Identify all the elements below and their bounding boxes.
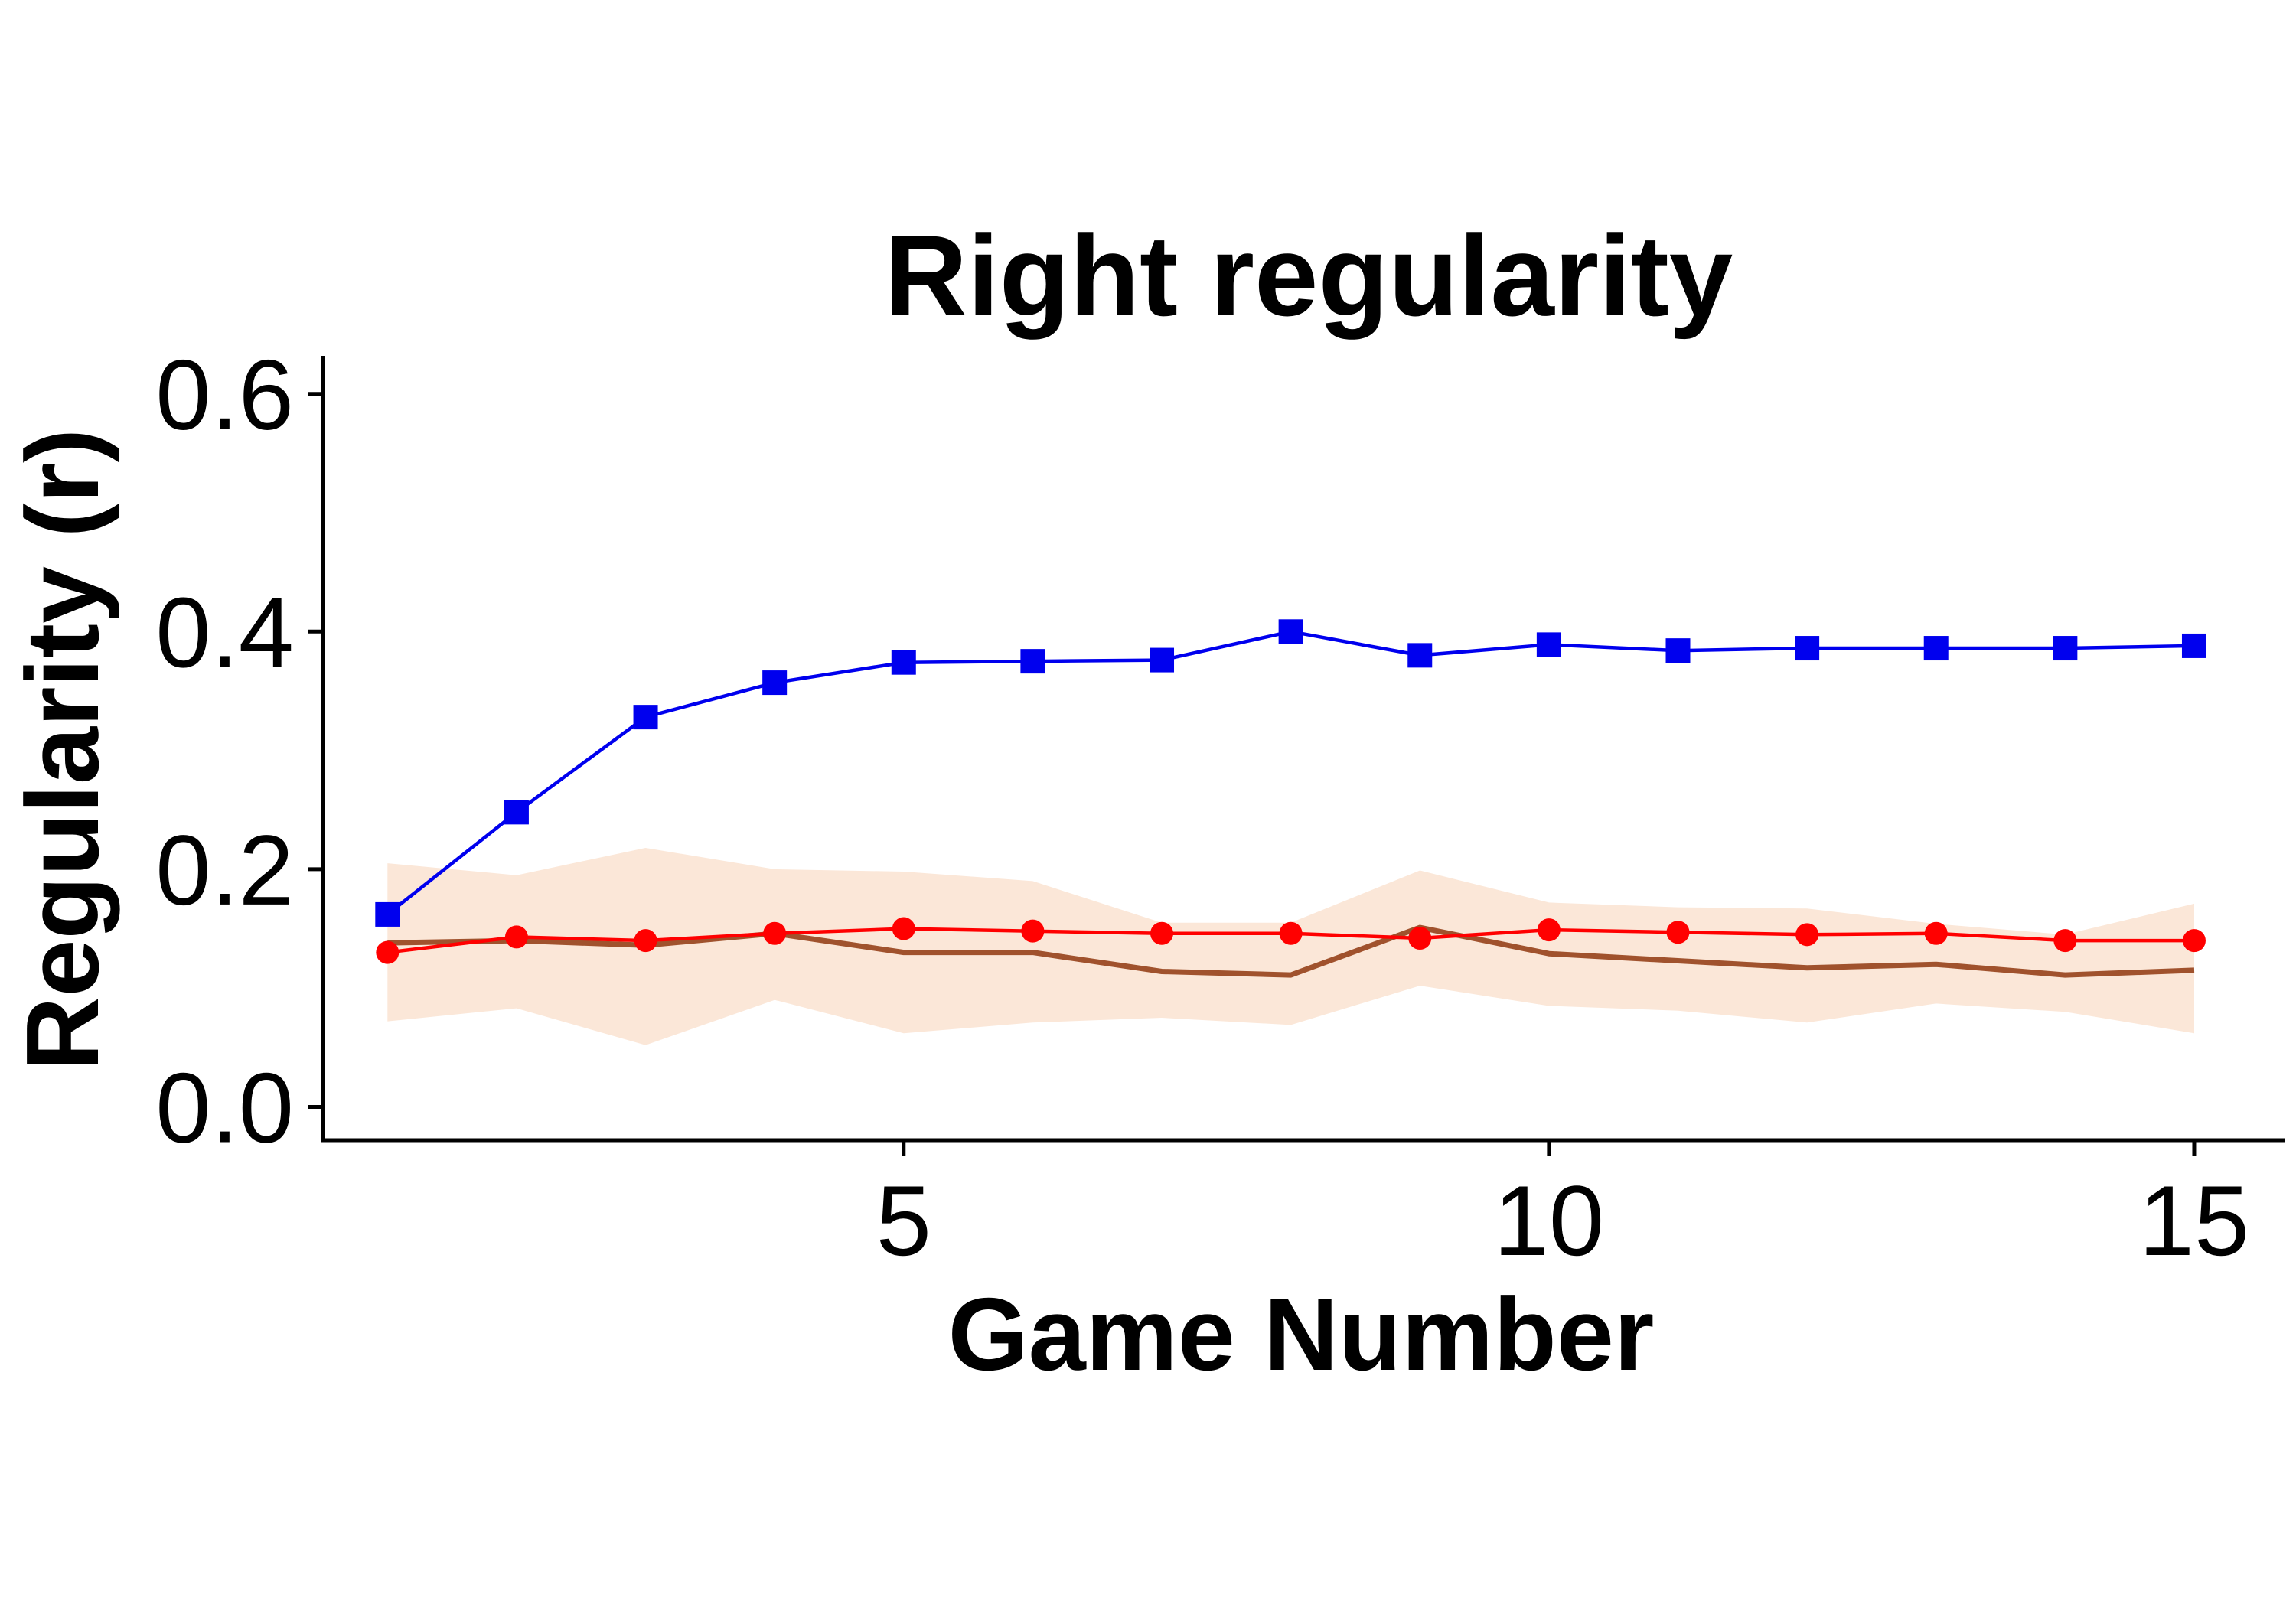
x-tick-label: 5 <box>876 1165 931 1276</box>
y-axis-title: Regularity (r) <box>5 429 120 1071</box>
data-point-series-2 <box>1924 921 1948 945</box>
data-point-series-1 <box>1020 649 1045 674</box>
y-tick-label: 0.4 <box>155 576 294 688</box>
data-point-series-2 <box>504 925 528 949</box>
data-point-series-2 <box>1408 926 1432 950</box>
x-axis-title: Game Number <box>948 1276 1655 1392</box>
data-point-series-2 <box>1795 923 1819 947</box>
data-point-series-1 <box>1278 619 1303 644</box>
plot-area <box>375 619 2206 1045</box>
data-point-series-1 <box>1150 647 1175 673</box>
x-tick-label: 15 <box>2139 1165 2250 1276</box>
confidence-band <box>387 848 2194 1045</box>
data-point-series-1 <box>633 705 658 730</box>
data-point-series-2 <box>376 940 400 964</box>
data-point-series-2 <box>763 921 787 945</box>
y-tick-label: 0.0 <box>155 1052 294 1164</box>
data-point-series-1 <box>375 901 400 927</box>
y-tick-label: 0.2 <box>155 814 294 926</box>
data-point-series-1 <box>1536 632 1561 657</box>
y-tick-label: 0.6 <box>155 339 294 451</box>
data-point-series-1 <box>762 670 788 696</box>
data-point-series-1 <box>1923 636 1949 661</box>
data-point-series-2 <box>1021 919 1045 943</box>
data-point-series-1 <box>1407 643 1433 668</box>
axes: 0.0 0.2 0.4 0.6 5 10 15 <box>155 339 2285 1276</box>
data-point-series-2 <box>1279 921 1303 945</box>
data-point-series-1 <box>2053 636 2078 661</box>
data-point-series-2 <box>1537 918 1561 942</box>
data-point-series-1 <box>504 800 529 825</box>
data-point-series-1 <box>1795 636 1820 661</box>
data-point-series-2 <box>1666 921 1690 944</box>
data-point-series-2 <box>892 917 915 940</box>
data-point-series-2 <box>1150 921 1174 945</box>
data-point-series-2 <box>2182 929 2206 953</box>
data-point-series-1 <box>891 650 916 675</box>
data-point-series-2 <box>2053 929 2077 953</box>
chart-title: Right regularity <box>885 211 1733 340</box>
x-tick-label: 10 <box>1494 1165 1605 1276</box>
data-point-series-2 <box>634 929 657 953</box>
series-line-3 <box>387 924 2195 978</box>
data-point-series-1 <box>1665 638 1691 663</box>
data-point-series-1 <box>2181 633 2206 658</box>
